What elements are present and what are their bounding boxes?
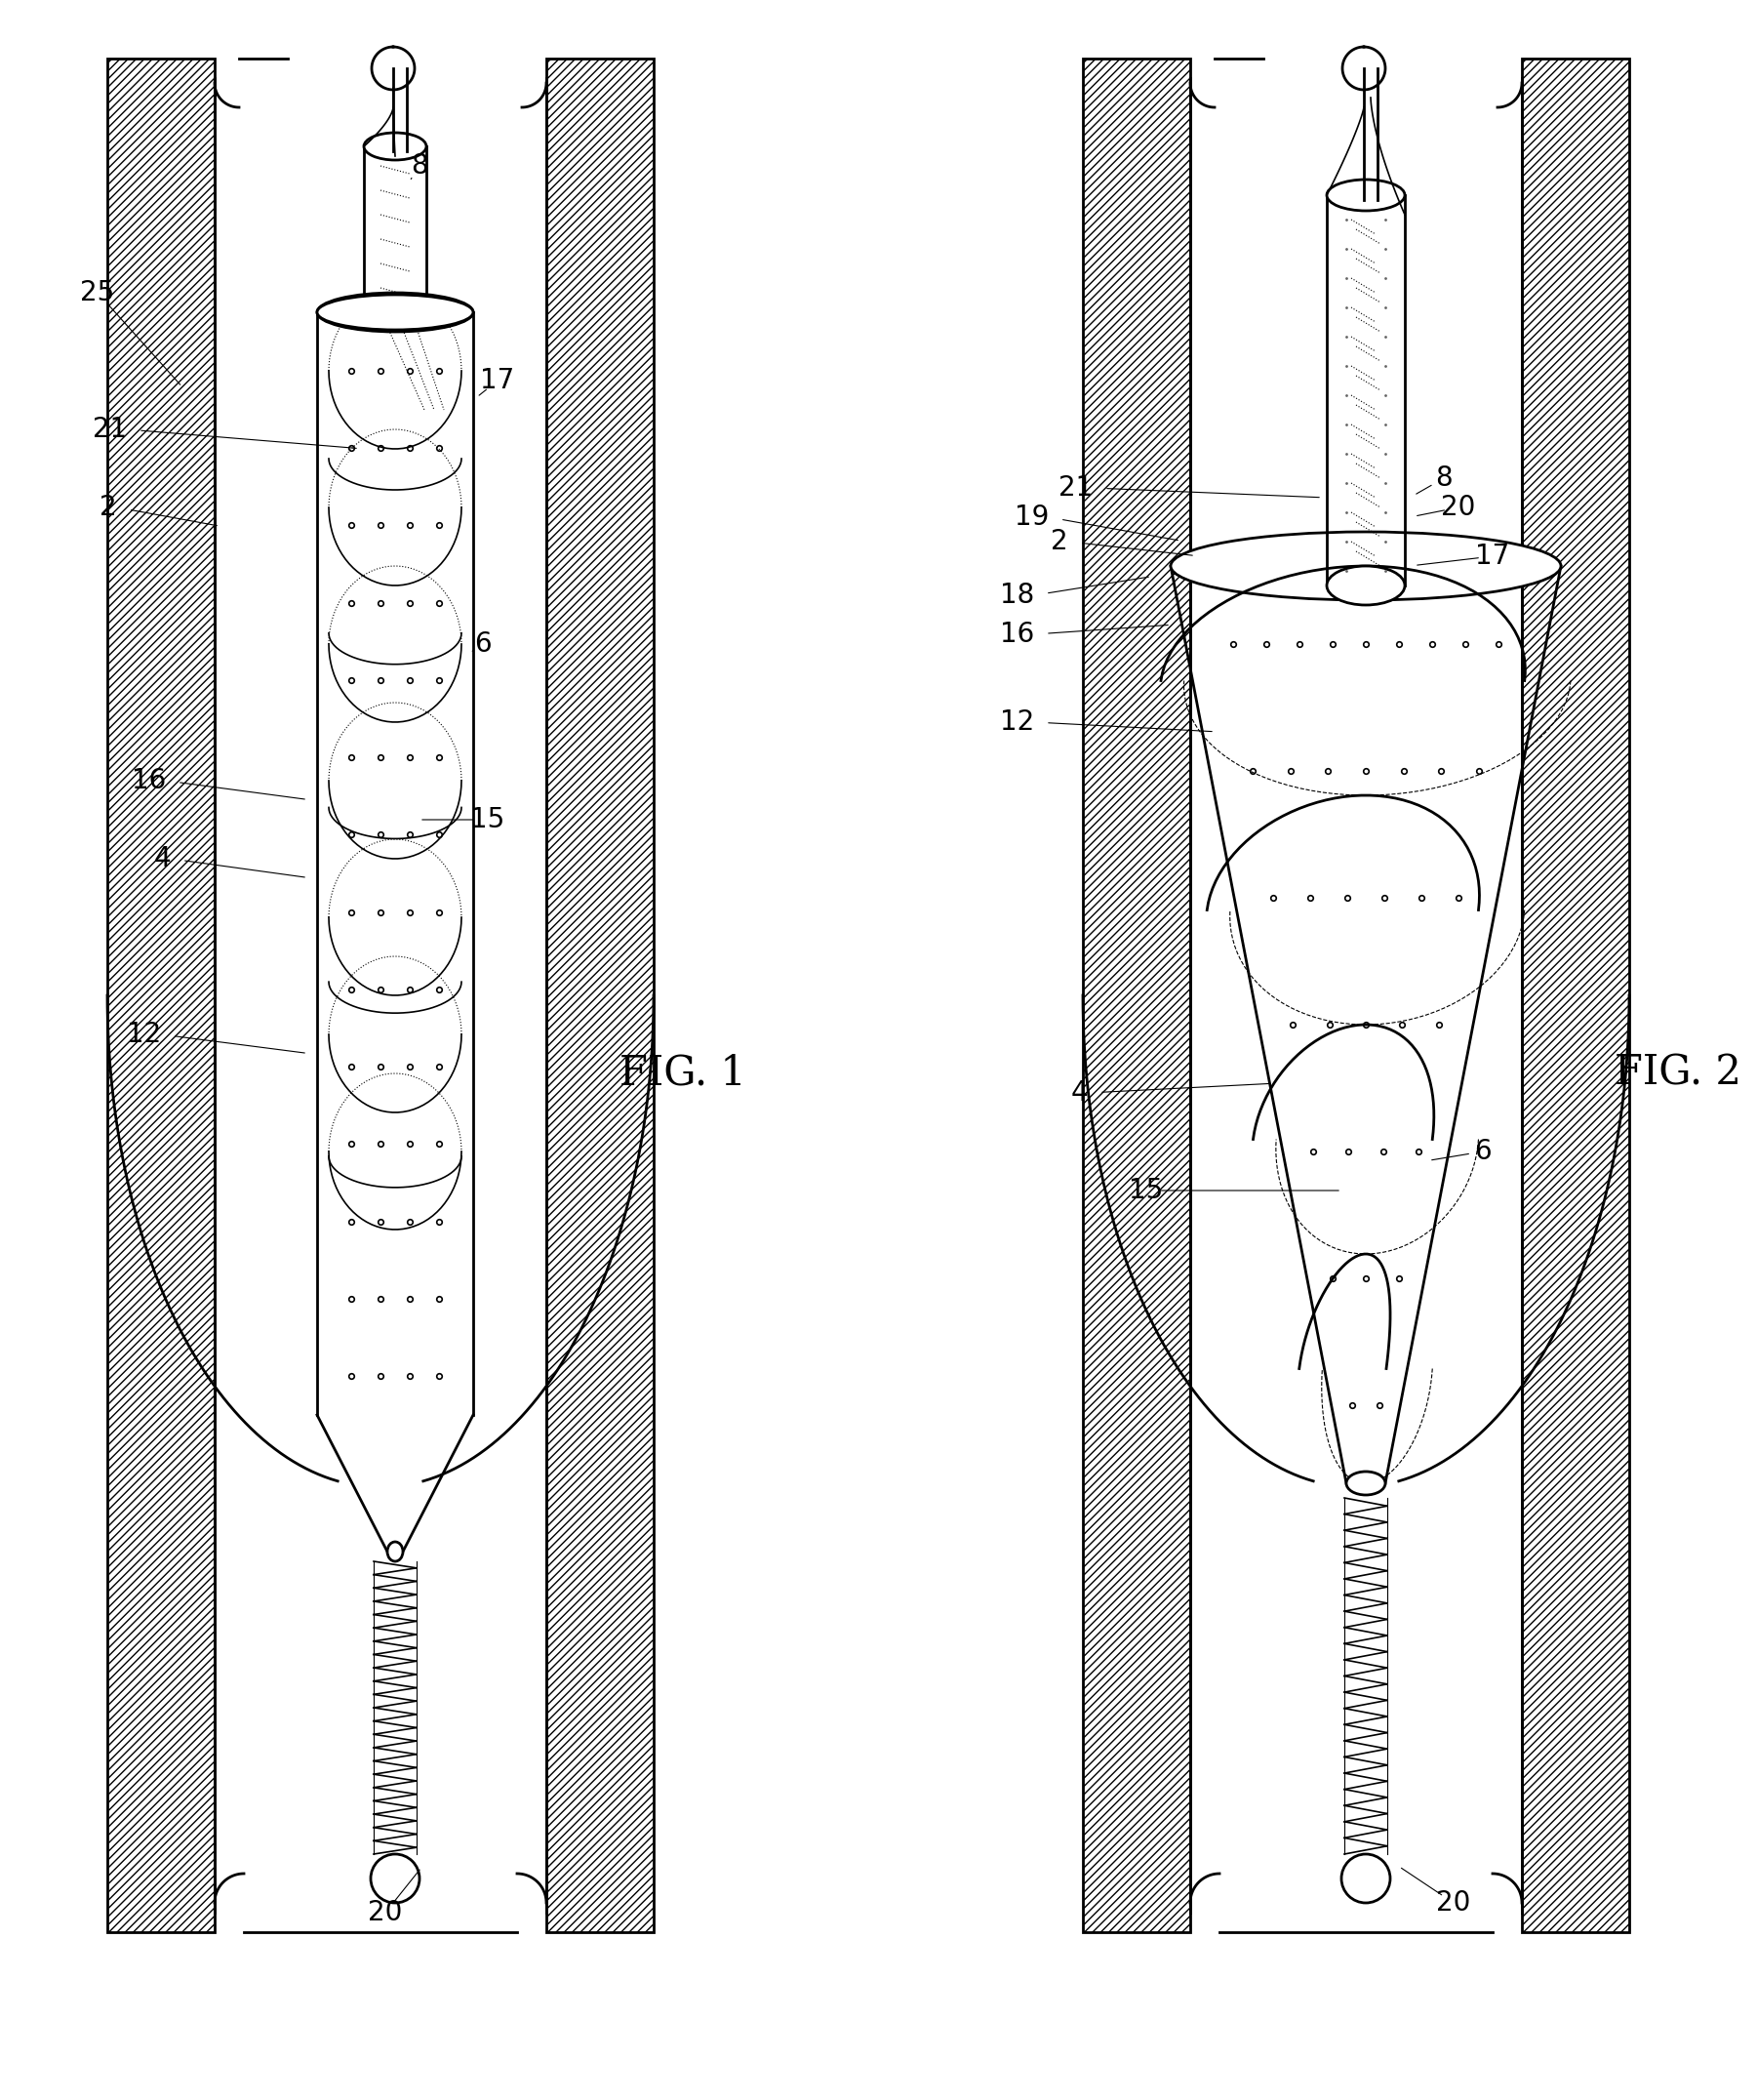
Text: 21: 21 — [93, 416, 127, 443]
Text: 6: 6 — [474, 630, 492, 657]
Ellipse shape — [316, 292, 473, 332]
Ellipse shape — [1327, 567, 1406, 605]
Text: 21: 21 — [1058, 475, 1093, 502]
Bar — [1082, 59, 1189, 1932]
Text: FIG. 2: FIG. 2 — [1615, 1052, 1741, 1094]
Text: 20: 20 — [369, 1898, 402, 1926]
Text: 2: 2 — [100, 493, 118, 521]
Text: 15: 15 — [471, 806, 504, 834]
Text: 17: 17 — [1476, 542, 1509, 569]
Bar — [546, 59, 654, 1932]
Bar — [1522, 59, 1629, 1932]
Text: FIG. 1: FIG. 1 — [620, 1052, 747, 1094]
Bar — [1082, 59, 1189, 1932]
Ellipse shape — [387, 1541, 402, 1560]
Text: 12: 12 — [127, 1021, 162, 1048]
Ellipse shape — [371, 1854, 420, 1903]
Text: 8: 8 — [411, 151, 429, 181]
Text: 16: 16 — [1000, 622, 1035, 649]
Ellipse shape — [1327, 181, 1406, 210]
Text: 4: 4 — [1070, 1079, 1088, 1107]
Text: 25: 25 — [81, 279, 114, 307]
Text: 19: 19 — [1014, 504, 1049, 531]
Bar — [1522, 59, 1629, 1932]
Bar — [107, 59, 214, 1932]
Ellipse shape — [1170, 531, 1560, 601]
Text: 2: 2 — [1051, 527, 1068, 554]
Ellipse shape — [364, 132, 427, 160]
Text: 8: 8 — [1435, 464, 1453, 491]
Text: 20: 20 — [1441, 493, 1476, 521]
Text: 17: 17 — [480, 367, 515, 395]
Bar — [107, 59, 214, 1932]
Text: 16: 16 — [132, 766, 165, 794]
Text: 18: 18 — [1000, 582, 1035, 609]
Text: 12: 12 — [1000, 708, 1035, 735]
Bar — [546, 59, 654, 1932]
Text: 4: 4 — [153, 844, 170, 871]
Text: 15: 15 — [1130, 1176, 1163, 1203]
Text: 6: 6 — [1474, 1138, 1492, 1166]
Ellipse shape — [316, 294, 473, 330]
Text: 20: 20 — [1435, 1890, 1471, 1917]
Ellipse shape — [1341, 1854, 1390, 1903]
Ellipse shape — [1346, 1472, 1385, 1495]
